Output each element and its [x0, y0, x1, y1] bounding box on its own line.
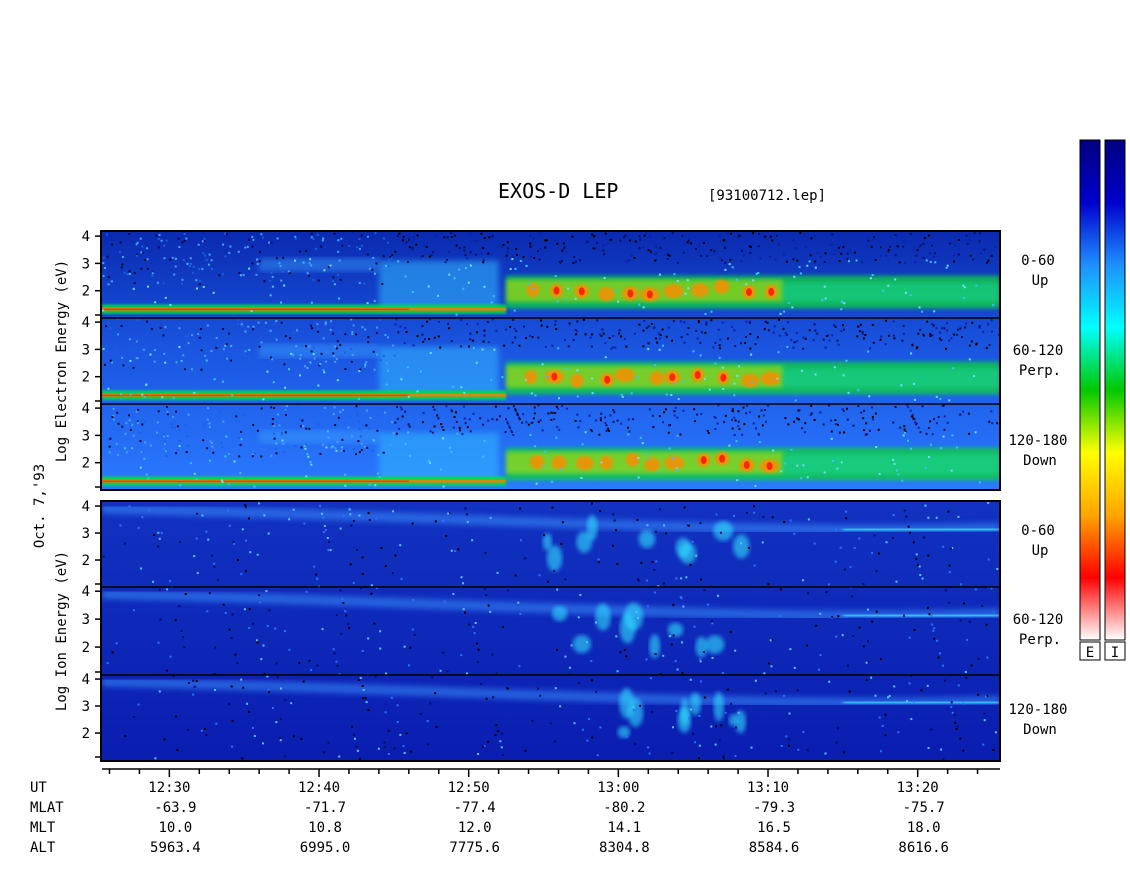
- panel-direction-label: Down: [1023, 722, 1057, 738]
- energy-tick-label: 4: [82, 229, 90, 245]
- energy-tick-label: 2: [82, 456, 90, 472]
- ion-spectrogram-group: [102, 502, 1000, 760]
- panel-angle-label: 120-180: [1008, 433, 1067, 449]
- table-cell-alt: 8584.6: [749, 840, 800, 856]
- panel-direction-label: Perp.: [1019, 363, 1061, 379]
- panel-direction-label: Up: [1032, 273, 1049, 289]
- table-cell-mlt: 10.8: [308, 820, 342, 836]
- colorbar: [1104, 139, 1126, 641]
- energy-tick-label: 4: [82, 584, 90, 600]
- table-cell-ut: 13:20: [897, 780, 939, 796]
- colorbar-label-box: [1079, 641, 1101, 661]
- date-label: Oct. 7,'93: [32, 464, 48, 548]
- colorbar-label-box: [1104, 641, 1126, 661]
- table-row-label: UT: [30, 780, 47, 796]
- colorbar-label: E: [1086, 645, 1094, 661]
- electron-frame: [100, 230, 1001, 491]
- energy-tick-label: 2: [82, 553, 90, 569]
- energy-tick-label: 3: [82, 342, 90, 358]
- file-label: [93100712.lep]: [708, 188, 826, 204]
- panel-direction-label: Perp.: [1019, 632, 1061, 648]
- panel-angle-label: 60-120: [1013, 343, 1064, 359]
- colorbar: [1079, 139, 1101, 641]
- table-cell-ut: 13:10: [747, 780, 789, 796]
- table-cell-mlat: -80.2: [603, 800, 645, 816]
- table-cell-mlt: 16.5: [757, 820, 791, 836]
- ion-ylabel: Log Ion Energy (eV): [54, 551, 70, 711]
- table-cell-alt: 7775.6: [449, 840, 500, 856]
- energy-tick-label: 3: [82, 256, 90, 272]
- energy-tick-label: 4: [82, 315, 90, 331]
- energy-tick-label: 2: [82, 370, 90, 386]
- table-cell-mlat: -75.7: [903, 800, 945, 816]
- energy-tick-label: 3: [82, 699, 90, 715]
- electron-spectrogram-group: [102, 232, 1000, 490]
- table-cell-mlt: 12.0: [458, 820, 492, 836]
- panel-angle-label: 120-180: [1008, 702, 1067, 718]
- table-cell-mlt: 14.1: [607, 820, 641, 836]
- table-cell-mlat: -63.9: [154, 800, 196, 816]
- panel-direction-label: Up: [1032, 543, 1049, 559]
- panel-angle-label: 60-120: [1013, 612, 1064, 628]
- ion-frame: [100, 500, 1001, 762]
- energy-tick-label: 3: [82, 428, 90, 444]
- energy-tick-label: 2: [82, 284, 90, 300]
- table-row-label: ALT: [30, 840, 56, 856]
- energy-tick-label: 4: [82, 401, 90, 417]
- chart-title: EXOS-D LEP: [498, 179, 618, 203]
- energy-tick-label: 4: [82, 672, 90, 688]
- energy-tick-label: 2: [82, 640, 90, 656]
- table-row-label: MLAT: [30, 800, 64, 816]
- panel-angle-label: 0-60: [1021, 253, 1055, 269]
- table-cell-ut: 12:50: [448, 780, 490, 796]
- panel-angle-label: 0-60: [1021, 523, 1055, 539]
- panel-direction-label: Down: [1023, 453, 1057, 469]
- table-cell-ut: 12:30: [148, 780, 190, 796]
- table-cell-ut: 12:40: [298, 780, 340, 796]
- table-cell-mlt: 10.0: [158, 820, 192, 836]
- table-cell-mlat: -77.4: [454, 800, 496, 816]
- table-cell-mlat: -79.3: [753, 800, 795, 816]
- table-cell-mlat: -71.7: [304, 800, 346, 816]
- table-cell-alt: 8616.6: [898, 840, 949, 856]
- colorbar-label: I: [1111, 645, 1119, 661]
- table-cell-ut: 13:00: [597, 780, 639, 796]
- table-cell-alt: 5963.4: [150, 840, 201, 856]
- table-row-label: MLT: [30, 820, 56, 836]
- energy-tick-label: 3: [82, 526, 90, 542]
- energy-tick-label: 2: [82, 726, 90, 742]
- energy-tick-label: 3: [82, 612, 90, 628]
- table-cell-mlt: 18.0: [907, 820, 941, 836]
- table-cell-alt: 8304.8: [599, 840, 650, 856]
- electron-ylabel: Log Electron Energy (eV): [54, 260, 70, 462]
- table-cell-alt: 6995.0: [300, 840, 351, 856]
- energy-tick-label: 4: [82, 499, 90, 515]
